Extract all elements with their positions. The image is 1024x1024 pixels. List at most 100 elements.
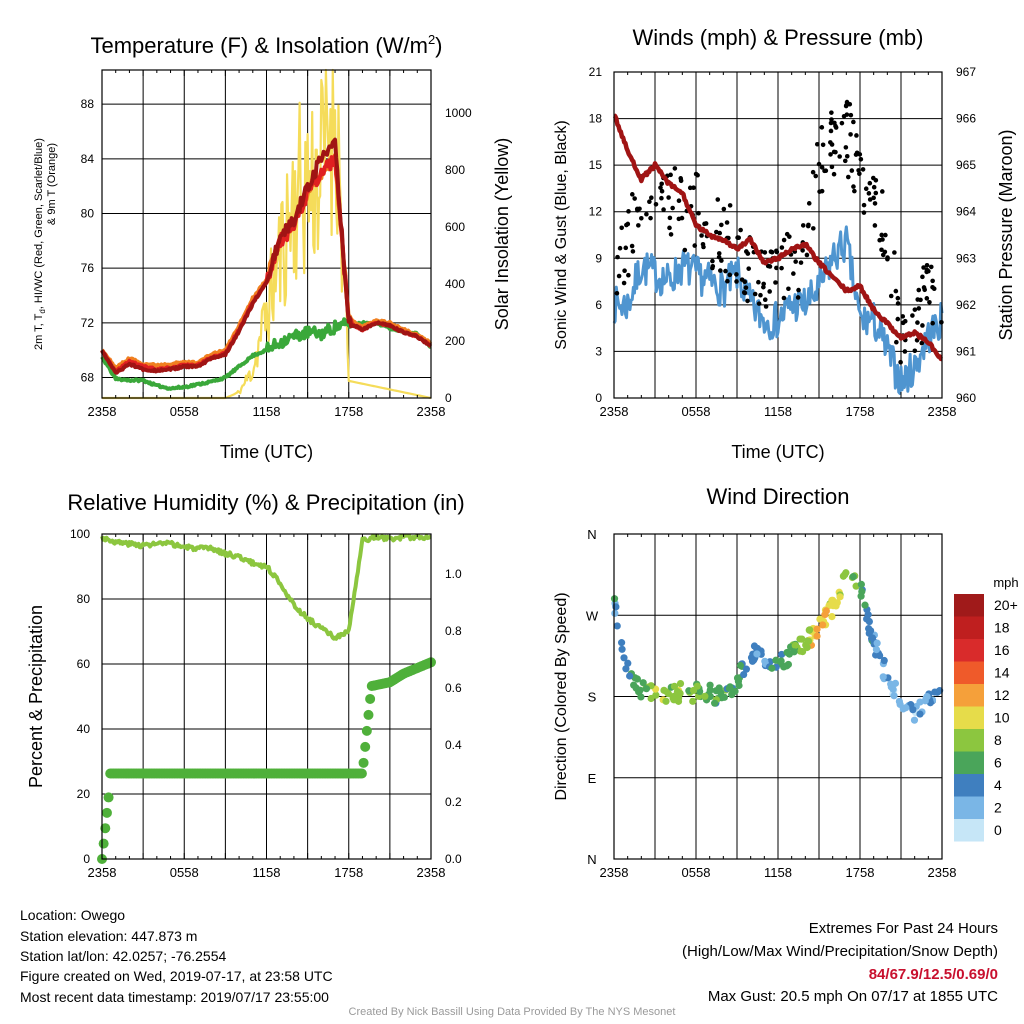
gust-point [625,221,631,227]
x-tick-label: 2358 [928,404,957,419]
info-elevation: Station elevation: 447.873 m [20,928,198,944]
gust-point [829,142,835,147]
y-axis-label-left: Sonic Wind & Gust (Blue, Black) [553,120,570,349]
x-tick-label: 1158 [253,404,281,419]
direction-point [642,685,651,693]
gust-point [617,245,623,251]
y-tick-label-left: 60 [77,657,91,671]
x-tick-label: 0558 [170,865,199,880]
gust-point [879,232,884,238]
gust-point [756,301,762,306]
gust-point [852,188,857,194]
precip-point [101,807,112,818]
gust-point [871,184,877,190]
direction-point [849,573,857,581]
direction-point [620,654,628,662]
direction-point [822,607,830,615]
direction-point [660,686,668,694]
direction-point [857,580,865,588]
legend-swatch [954,684,984,707]
legend-label: 14 [994,665,1010,681]
y-tick-label-left: 80 [81,207,95,221]
direction-point [662,697,670,705]
gust-point [727,272,733,278]
legend-swatch [954,661,984,684]
direction-point [617,639,626,647]
gust-point [626,209,631,214]
gust-point [798,260,804,265]
gust-point [687,185,693,191]
direction-point [734,677,743,685]
gust-point [763,304,769,309]
y-tick-label: N [587,527,596,542]
gust-point [622,268,627,274]
y-tick-label-left: 15 [589,158,603,172]
gust-point [630,249,636,254]
legend-title: mph [993,575,1018,590]
gust-point [872,223,878,228]
gust-point [767,264,773,269]
direction-point [612,603,620,611]
gust-point [924,262,930,268]
direction-point [833,599,841,607]
direction-point [761,657,769,665]
gust-point [647,199,652,205]
direction-point [731,687,739,695]
legend-label: 20+ [994,597,1018,613]
direction-point [868,634,877,642]
y-tick-label-left: 76 [81,261,95,275]
gust-point [930,278,935,284]
gust-point [723,268,728,274]
direction-point [841,571,849,579]
y-tick-label-right: 963 [956,251,976,265]
direction-point [637,693,645,701]
gust-point [696,210,701,216]
series-line-relative-humidity [100,533,432,641]
info-latlon: Station lat/lon: 42.0257; -76.2554 [20,948,227,964]
gust-point [822,168,827,174]
gust-point [719,258,724,263]
gust-point [659,188,665,194]
direction-point [910,716,919,724]
x-tick-label: 0558 [682,404,711,419]
gust-point [767,289,772,294]
gust-point [781,295,787,301]
gust-point [858,156,864,162]
gust-point [676,198,682,204]
y-tick-label-left: 80 [77,592,91,606]
gust-point [895,295,901,301]
gust-point [831,149,837,155]
legend-swatch [954,729,984,752]
series-line-hi-wc [100,137,432,375]
info-location: Location: Owego [20,907,126,923]
gust-point [930,320,935,326]
gust-point [761,284,766,290]
gust-point [676,216,682,222]
gust-point [837,154,842,159]
direction-point [624,659,632,667]
gust-point [727,203,733,208]
x-tick-label: 2358 [417,404,446,419]
y-axis-label-right: Station Pressure (Maroon) [996,129,1016,340]
gust-point [710,265,715,271]
x-tick-label: 0558 [682,865,711,880]
y-tick-label-left: 68 [81,371,95,385]
gust-point [746,266,752,271]
gust-point [626,272,631,278]
y-tick-label-right: 600 [445,220,465,234]
gust-point [924,296,930,301]
gust-point [691,185,696,191]
direction-point [864,611,872,619]
legend-swatch [954,796,984,819]
extremes-subtitle: (High/Low/Max Wind/Precipitation/Snow De… [682,943,998,960]
extremes-max-gust: Max Gust: 20.5 mph On 07/17 at 1855 UTC [707,988,998,1005]
gust-point [804,252,810,258]
gust-point [800,248,805,253]
info-recent: Most recent data timestamp: 2019/07/17 2… [20,989,329,1005]
x-tick-label: 1158 [764,404,792,419]
gust-point [885,255,890,260]
gust-point [745,251,751,256]
gust-point [648,215,653,221]
gust-point [895,316,901,322]
gust-point [743,285,749,290]
